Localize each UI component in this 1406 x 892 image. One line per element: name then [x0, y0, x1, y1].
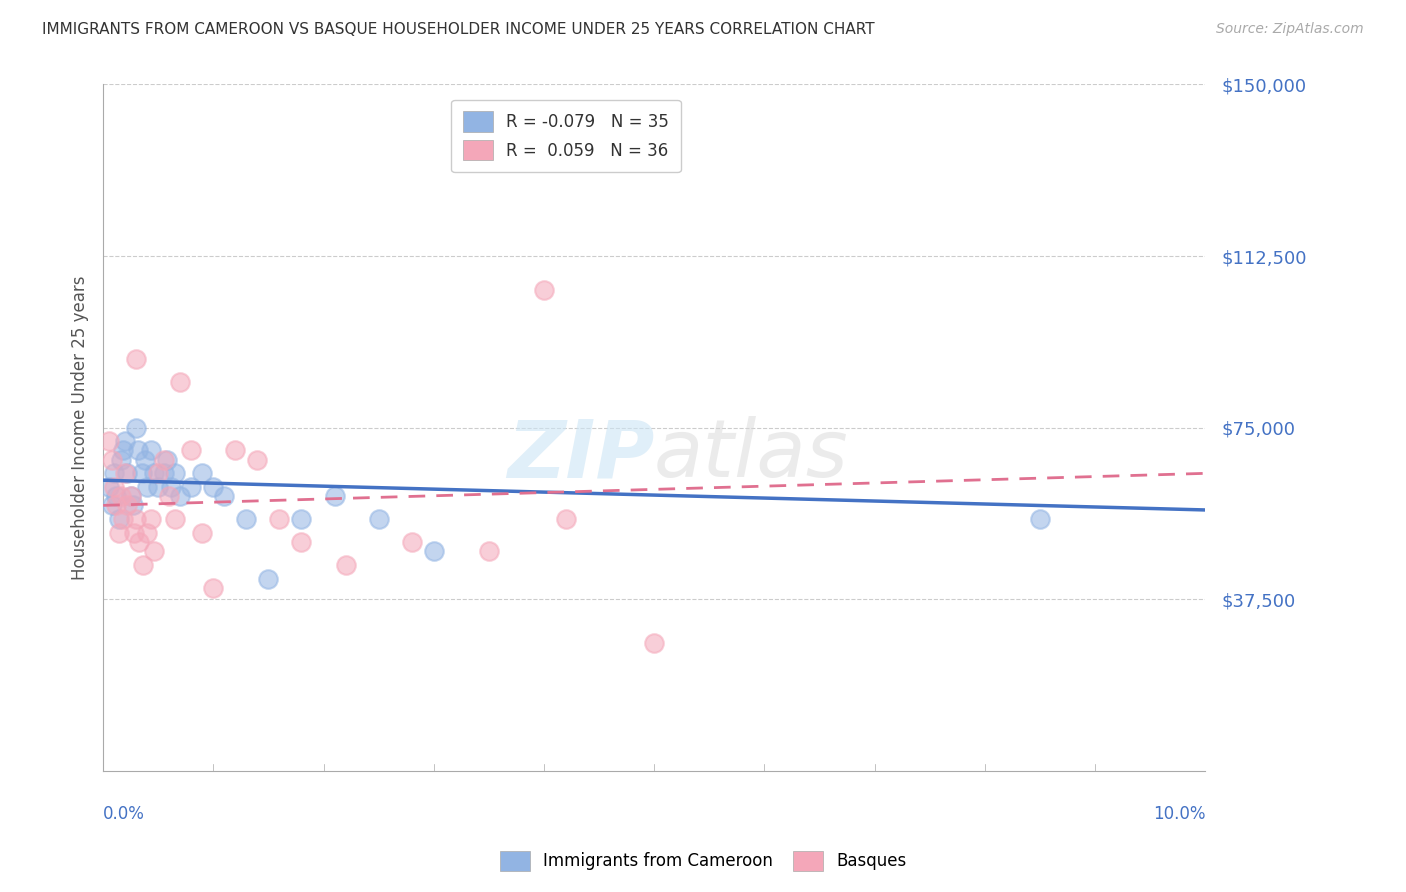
Point	[107, 512, 129, 526]
Point	[110, 452, 132, 467]
Point	[110, 489, 132, 503]
Point	[125, 351, 148, 366]
Point	[214, 489, 236, 503]
Point	[139, 512, 162, 526]
Legend: R = -0.079   N = 35, R =  0.059   N = 36: R = -0.079 N = 35, R = 0.059 N = 36	[451, 100, 681, 172]
Point	[191, 525, 214, 540]
Point	[191, 467, 214, 481]
Point	[533, 283, 555, 297]
Point	[101, 499, 124, 513]
Point	[114, 434, 136, 449]
Point	[246, 452, 269, 467]
Point	[180, 443, 202, 458]
Point	[163, 467, 186, 481]
Legend: Immigrants from Cameroon, Basques: Immigrants from Cameroon, Basques	[491, 842, 915, 880]
Point	[257, 572, 280, 586]
Point	[156, 452, 179, 467]
Point	[1029, 512, 1052, 526]
Point	[132, 558, 155, 572]
Y-axis label: Householder Income Under 25 years: Householder Income Under 25 years	[72, 276, 89, 580]
Point	[335, 558, 357, 572]
Point	[152, 452, 174, 467]
Point	[478, 544, 501, 558]
Point	[127, 443, 149, 458]
Point	[117, 467, 139, 481]
Text: atlas: atlas	[654, 416, 849, 494]
Text: ZIP: ZIP	[506, 416, 654, 494]
Point	[180, 480, 202, 494]
Point	[152, 467, 174, 481]
Point	[122, 499, 145, 513]
Point	[269, 512, 291, 526]
Point	[136, 525, 159, 540]
Point	[555, 512, 578, 526]
Point	[290, 535, 312, 549]
Point	[139, 443, 162, 458]
Point	[290, 512, 312, 526]
Point	[136, 480, 159, 494]
Point	[103, 480, 125, 494]
Text: 10.0%: 10.0%	[1153, 805, 1205, 823]
Point	[169, 489, 191, 503]
Point	[120, 489, 142, 503]
Point	[111, 512, 134, 526]
Point	[169, 375, 191, 389]
Point	[202, 581, 225, 595]
Point	[224, 443, 246, 458]
Point	[643, 635, 665, 649]
Point	[105, 499, 128, 513]
Point	[125, 512, 148, 526]
Text: Source: ZipAtlas.com: Source: ZipAtlas.com	[1216, 22, 1364, 37]
Point	[131, 467, 153, 481]
Point	[114, 467, 136, 481]
Point	[422, 544, 444, 558]
Point	[134, 452, 156, 467]
Point	[401, 535, 423, 549]
Point	[160, 480, 183, 494]
Point	[117, 499, 139, 513]
Point	[163, 512, 186, 526]
Point	[128, 535, 150, 549]
Text: IMMIGRANTS FROM CAMEROON VS BASQUE HOUSEHOLDER INCOME UNDER 25 YEARS CORRELATION: IMMIGRANTS FROM CAMEROON VS BASQUE HOUSE…	[42, 22, 875, 37]
Point	[142, 467, 165, 481]
Point	[125, 420, 148, 434]
Point	[120, 489, 142, 503]
Point	[235, 512, 257, 526]
Point	[101, 452, 124, 467]
Point	[323, 489, 346, 503]
Point	[122, 525, 145, 540]
Point	[142, 544, 165, 558]
Point	[97, 480, 120, 494]
Point	[107, 525, 129, 540]
Point	[157, 489, 180, 503]
Point	[103, 467, 125, 481]
Point	[111, 443, 134, 458]
Point	[148, 467, 170, 481]
Point	[367, 512, 389, 526]
Point	[97, 434, 120, 449]
Point	[148, 480, 170, 494]
Text: 0.0%: 0.0%	[103, 805, 145, 823]
Point	[202, 480, 225, 494]
Point	[105, 489, 128, 503]
